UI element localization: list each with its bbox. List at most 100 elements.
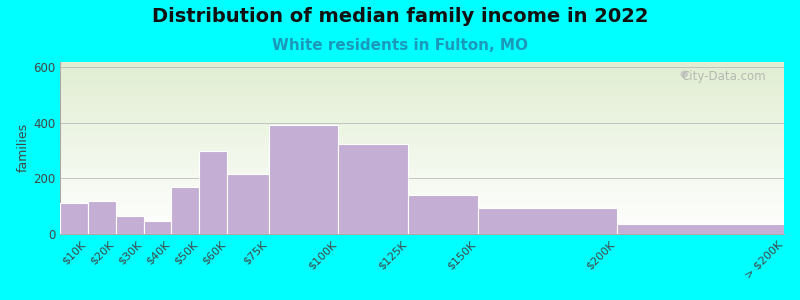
Bar	[60, 187, 784, 188]
Bar	[60, 151, 784, 152]
Bar	[60, 225, 784, 226]
Text: City-Data.com: City-Data.com	[682, 70, 766, 83]
Bar	[60, 179, 784, 180]
Bar	[60, 149, 784, 150]
Bar	[60, 83, 784, 85]
Bar	[60, 232, 784, 233]
Bar	[60, 94, 784, 95]
Bar	[60, 143, 784, 144]
Bar	[60, 155, 784, 156]
Bar	[60, 163, 784, 164]
Bar	[60, 86, 784, 87]
Bar	[60, 75, 784, 76]
Bar	[60, 146, 784, 147]
Bar	[60, 233, 784, 234]
Bar	[60, 96, 784, 97]
Bar	[143, 221, 171, 234]
Bar	[60, 135, 784, 136]
Bar	[60, 211, 784, 212]
Bar	[60, 100, 784, 101]
Bar	[60, 223, 784, 224]
Bar	[60, 66, 784, 67]
Bar	[60, 202, 784, 203]
Bar	[60, 173, 784, 174]
Bar	[60, 221, 784, 223]
Bar	[60, 189, 784, 190]
Bar	[60, 120, 784, 121]
Bar	[60, 128, 784, 129]
Bar	[60, 224, 784, 225]
Bar	[227, 174, 269, 234]
Bar	[60, 71, 784, 72]
Bar	[60, 127, 784, 128]
Bar	[60, 136, 784, 137]
Bar	[60, 226, 784, 227]
Text: ●: ●	[679, 69, 687, 79]
Bar	[60, 208, 784, 209]
Bar	[60, 228, 784, 230]
Bar	[60, 190, 784, 191]
Bar	[60, 160, 784, 161]
Bar	[60, 201, 784, 202]
Bar	[60, 227, 784, 228]
Bar	[60, 110, 784, 111]
Bar	[60, 181, 784, 182]
Bar	[60, 214, 784, 216]
Bar	[60, 104, 784, 105]
Bar	[60, 113, 784, 114]
Bar	[60, 79, 784, 80]
Bar	[60, 106, 784, 107]
Bar	[60, 80, 784, 81]
Bar	[60, 203, 88, 234]
Bar	[116, 216, 143, 234]
Bar	[269, 125, 338, 234]
Bar	[60, 70, 784, 71]
Bar	[60, 126, 784, 127]
Bar	[60, 102, 784, 103]
Bar	[478, 208, 617, 234]
Bar	[60, 164, 784, 165]
Bar	[338, 144, 408, 234]
Bar	[60, 74, 784, 75]
Bar	[60, 92, 784, 94]
Bar	[60, 218, 784, 219]
Bar	[60, 175, 784, 176]
Bar	[60, 197, 784, 198]
Bar	[60, 184, 784, 186]
Bar	[60, 166, 784, 167]
Bar	[60, 130, 784, 132]
Bar	[60, 148, 784, 149]
Bar	[60, 180, 784, 181]
Bar	[60, 161, 784, 163]
Bar	[60, 61, 784, 63]
Bar	[60, 134, 784, 135]
Bar	[60, 147, 784, 148]
Bar	[60, 210, 784, 211]
Bar	[60, 167, 784, 168]
Bar	[60, 158, 784, 159]
Bar	[60, 195, 784, 196]
Bar	[60, 95, 784, 96]
Bar	[60, 220, 784, 221]
Bar	[60, 188, 784, 189]
Bar	[60, 171, 784, 172]
Bar	[60, 122, 784, 124]
Bar	[60, 139, 784, 140]
Bar	[60, 217, 784, 218]
Bar	[60, 165, 784, 166]
Bar	[60, 112, 784, 113]
Bar	[60, 176, 784, 178]
Bar	[60, 182, 784, 183]
Bar	[60, 89, 784, 90]
Y-axis label: families: families	[17, 123, 30, 172]
Bar	[60, 156, 784, 157]
Bar	[60, 64, 784, 65]
Bar	[60, 157, 784, 158]
Bar	[60, 178, 784, 179]
Bar	[60, 169, 784, 170]
Bar	[60, 140, 784, 141]
Bar	[60, 65, 784, 66]
Bar	[60, 194, 784, 195]
Bar	[60, 109, 784, 110]
Bar	[60, 152, 784, 154]
